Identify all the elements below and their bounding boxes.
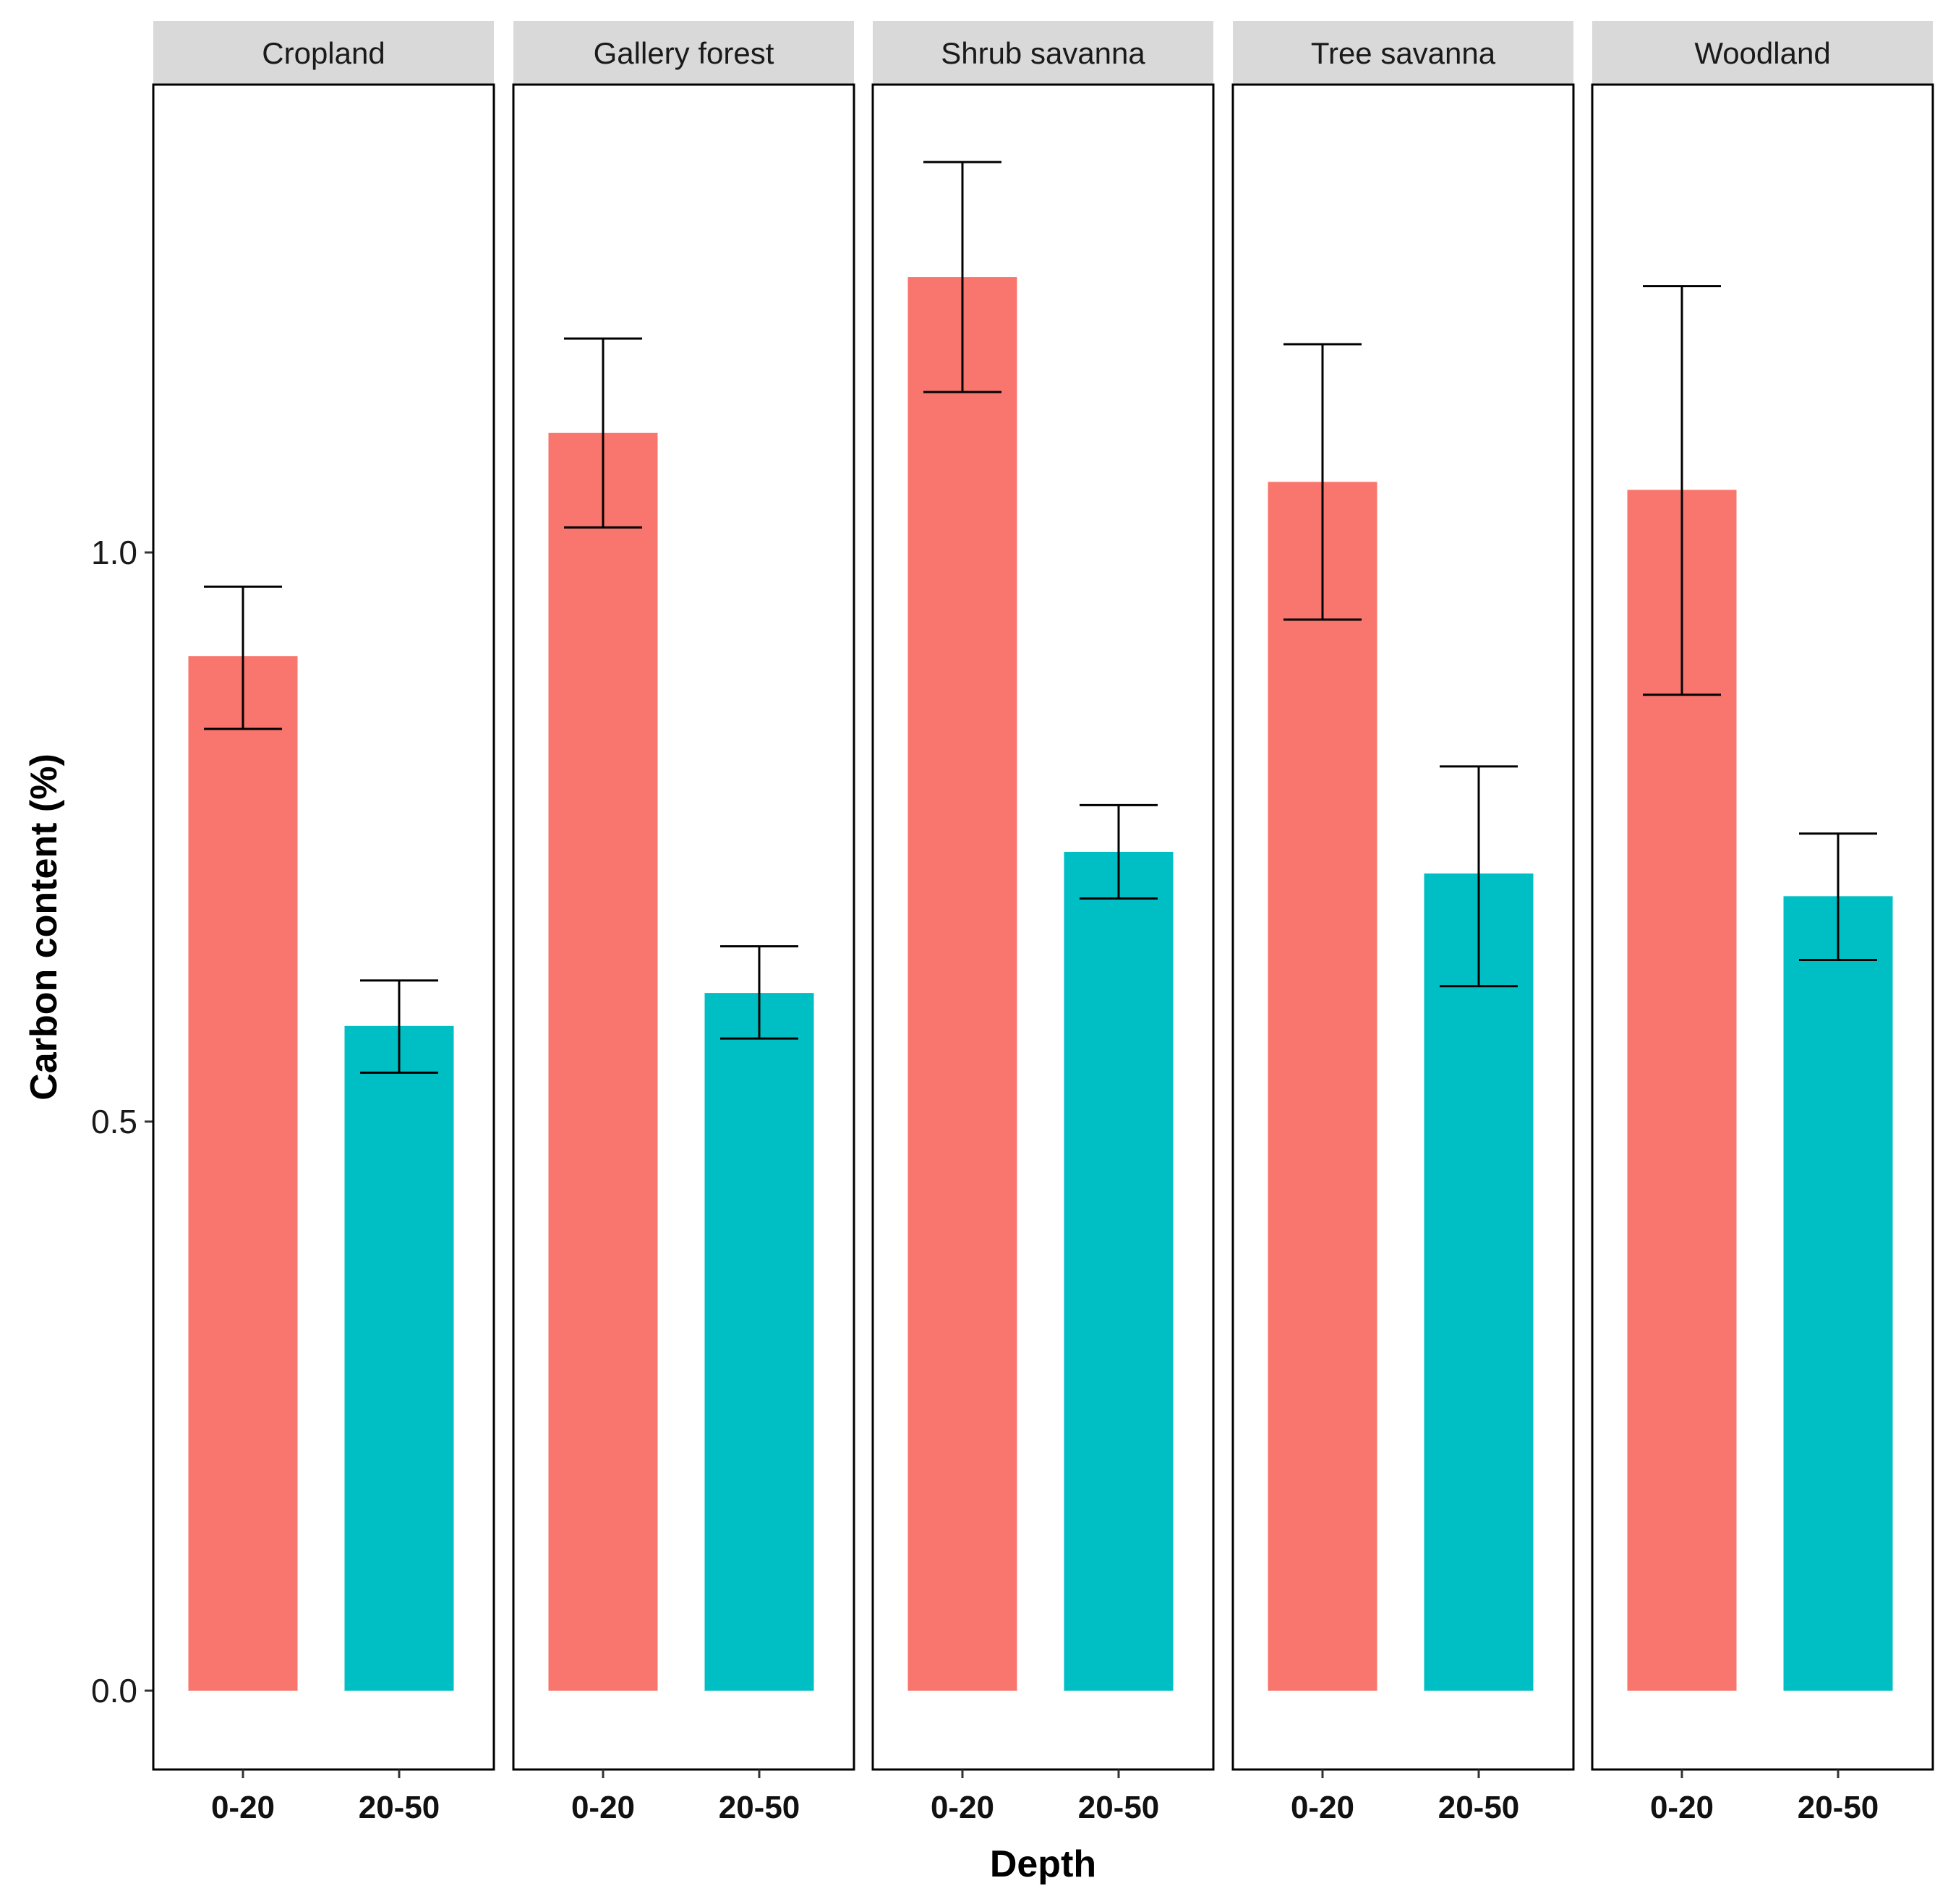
x-tick-label: 20-50 — [359, 1790, 440, 1825]
facet-panels: Cropland 0-20 20-50 Gallery forest 0-20 20-50… — [152, 21, 1934, 1825]
x-tick-label: 0-20 — [1291, 1790, 1354, 1825]
x-axis-title: Depth — [990, 1843, 1096, 1885]
x-tick-label: 0-20 — [1650, 1790, 1714, 1825]
facet-strip — [1592, 21, 1933, 84]
facet-panel: Cropland 0-20 20-50 — [152, 21, 495, 1825]
bar — [704, 993, 814, 1691]
x-tick-label: 0-20 — [211, 1790, 275, 1825]
facet-panel: Woodland 0-20 20-50 — [1591, 21, 1934, 1825]
x-tick-label: 20-50 — [1078, 1790, 1160, 1825]
x-tick-label: 20-50 — [1438, 1790, 1520, 1825]
facet-panel: Shrub savanna 0-20 20-50 — [871, 21, 1215, 1825]
x-tick-label: 0-20 — [571, 1790, 635, 1825]
facet-strip-label: Woodland — [1694, 36, 1830, 70]
facet-strip-label: Tree savanna — [1311, 36, 1496, 70]
facet-strip — [153, 21, 494, 84]
bar — [188, 656, 298, 1691]
x-tick-label: 20-50 — [1798, 1790, 1879, 1825]
facet-strip-label: Gallery forest — [594, 36, 774, 70]
bar — [344, 1025, 454, 1691]
bar — [1268, 482, 1377, 1691]
facet-strip — [513, 21, 854, 84]
bar — [1783, 896, 1893, 1691]
y-axis: 0.0 0.5 1.0 — [91, 534, 153, 1709]
bar — [907, 277, 1017, 1691]
x-tick-label: 20-50 — [719, 1790, 800, 1825]
y-tick-label: 0.5 — [91, 1103, 137, 1140]
bar — [1424, 873, 1534, 1691]
facet-strip-label: Cropland — [262, 36, 385, 70]
bar — [548, 432, 658, 1691]
y-axis-title: Carbon content (%) — [23, 754, 65, 1101]
facet-strip — [873, 21, 1213, 84]
y-tick-label: 0.0 — [91, 1672, 137, 1709]
bar — [1064, 851, 1174, 1691]
x-tick-label: 0-20 — [931, 1790, 994, 1825]
facet-strip-label: Shrub savanna — [941, 36, 1145, 70]
facet-strip — [1233, 21, 1573, 84]
facet-panel: Gallery forest 0-20 20-50 — [512, 21, 855, 1825]
y-tick-label: 1.0 — [91, 534, 137, 571]
facet-panel: Tree savanna 0-20 20-50 — [1231, 21, 1575, 1825]
